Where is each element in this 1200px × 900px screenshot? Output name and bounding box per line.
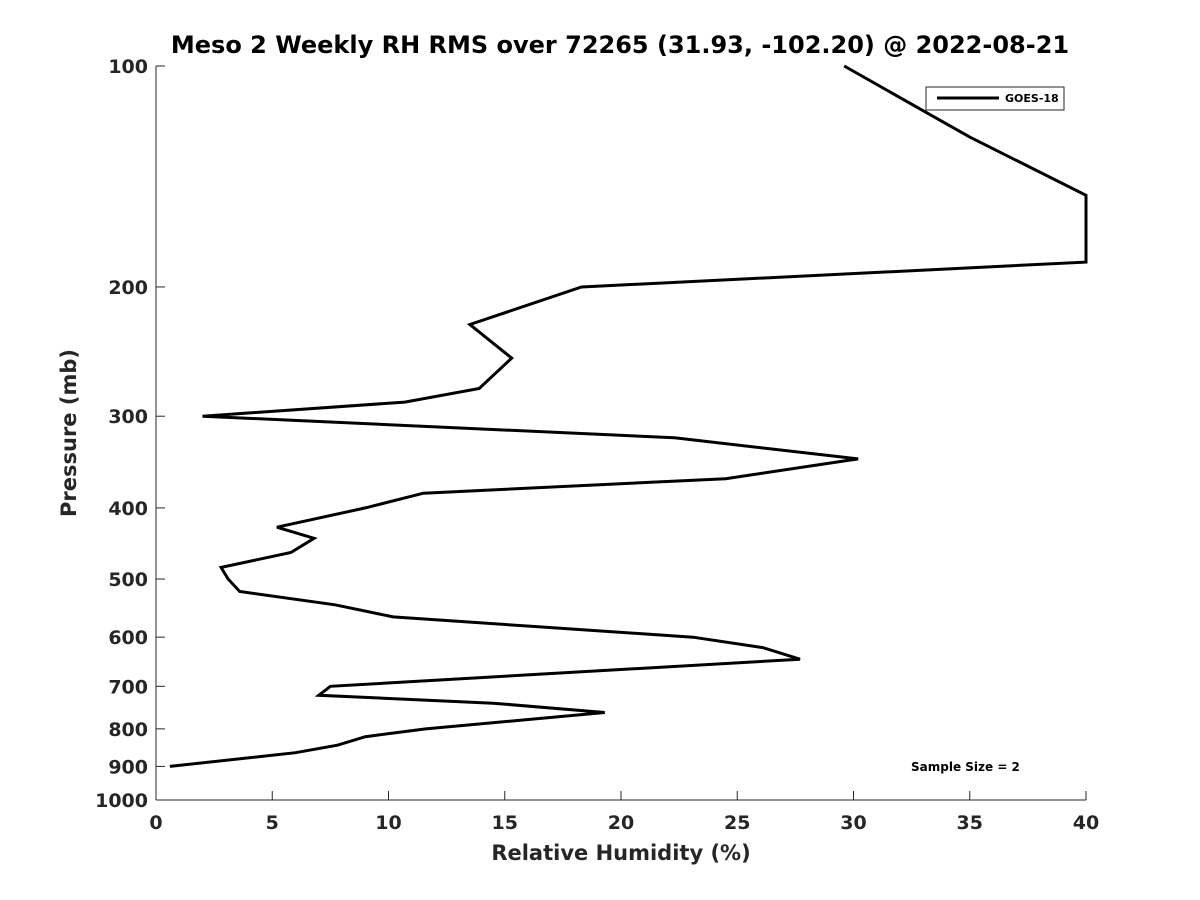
y-tick-label: 600 (108, 627, 148, 649)
series-line-goes-18 (169, 64, 1088, 768)
x-tick-label: 30 (840, 812, 866, 834)
x-axis-label: Relative Humidity (%) (491, 841, 750, 865)
y-tick-label: 100 (108, 56, 148, 78)
y-axis-ticks: 100 200 300 400 500 600 700 800 900 1000 (95, 56, 165, 812)
chart-title: Meso 2 Weekly RH RMS over 72265 (31.93, … (171, 31, 1069, 59)
sample-size-annotation: Sample Size = 2 (911, 760, 1020, 774)
y-tick-label: 200 (108, 277, 148, 299)
legend: GOES-18 (925, 86, 1065, 111)
x-tick-label: 35 (957, 812, 983, 834)
y-tick-label: 1000 (95, 790, 148, 812)
series-layer (169, 64, 1088, 768)
x-tick-label: 40 (1073, 812, 1099, 834)
x-tick-label: 10 (375, 812, 401, 834)
x-tick-label: 5 (266, 812, 279, 834)
y-tick-label: 300 (108, 406, 148, 428)
y-tick-label: 900 (108, 756, 148, 778)
y-tick-label: 700 (108, 676, 148, 698)
legend-label: GOES-18 (1005, 92, 1059, 105)
x-tick-label: 0 (149, 812, 162, 834)
x-axis-ticks: 0 5 10 15 20 25 30 35 40 (149, 791, 1099, 834)
x-tick-label: 25 (724, 812, 750, 834)
x-tick-label: 20 (608, 812, 634, 834)
y-tick-label: 800 (108, 719, 148, 741)
y-axis-label: Pressure (mb) (57, 349, 81, 517)
x-tick-label: 15 (492, 812, 518, 834)
y-tick-label: 400 (108, 498, 148, 520)
y-tick-label: 500 (108, 569, 148, 591)
